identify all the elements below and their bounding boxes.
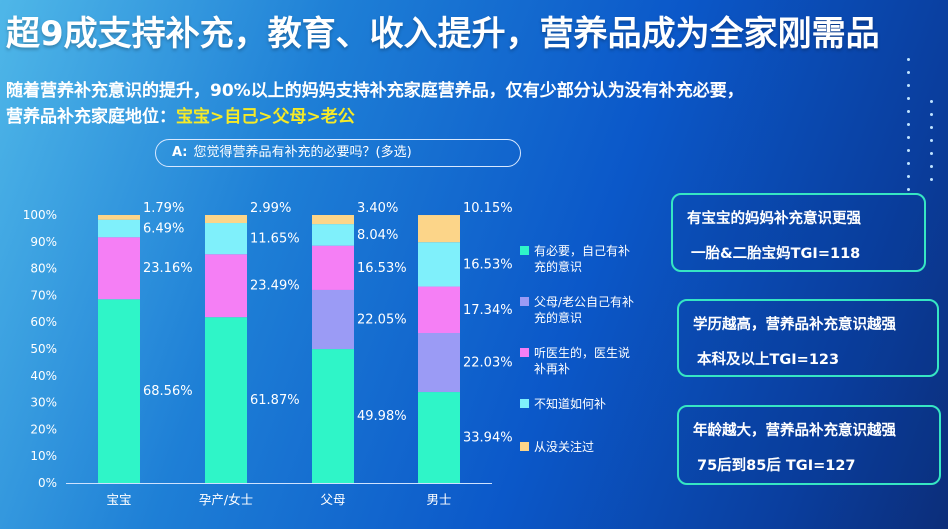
data-label: 1.79% (143, 201, 184, 216)
subtitle-line-1: 随着营养补充意识的提升，90%以上的妈妈支持补充家庭营养品，仅有少部分认为没有补… (6, 81, 744, 101)
bar-segment (312, 349, 354, 483)
insight-detail: 75后到85后 TGI=127 (697, 458, 856, 474)
question-tag: A: (172, 145, 188, 160)
legend-swatch (520, 399, 529, 408)
legend-swatch (520, 348, 529, 357)
insight-detail: 一胎&二胎宝妈TGI=118 (691, 246, 861, 262)
data-label: 16.53% (463, 257, 513, 272)
bar-segment (205, 317, 247, 483)
insight-title: 学历越高，营养品补充意识越强 (693, 317, 896, 333)
bar-segment (98, 237, 140, 300)
question-text: 您觉得营养品有补充的必要吗？(多选) (193, 145, 412, 160)
y-tick-label: 100% (23, 208, 57, 222)
legend-item: 有必要，自己有补 充的意识 (520, 243, 664, 275)
legend-item: 从没关注过 (520, 439, 664, 455)
decor-dots-1 (907, 58, 910, 201)
subtitle-line-2: 营养品补充家庭地位：宝宝>自己>父母>老公 (6, 102, 355, 127)
bar-segment (98, 299, 140, 483)
bar-segment (98, 219, 140, 238)
data-label: 17.34% (463, 303, 513, 318)
data-label: 49.98% (357, 409, 407, 424)
decor-dots-2 (930, 100, 933, 191)
bar-segment (418, 242, 460, 287)
bar-segment (205, 223, 247, 255)
x-tick-label: 父母 (320, 492, 345, 507)
insight-card-age: 年龄越大，营养品补充意识越强 75后到85后 TGI=127 (677, 405, 941, 485)
data-label: 2.99% (250, 201, 291, 216)
data-label: 3.40% (357, 201, 398, 216)
y-tick-label: 50% (30, 342, 57, 356)
y-tick-label: 40% (30, 369, 57, 383)
y-tick-label: 90% (30, 235, 57, 249)
y-tick-label: 70% (30, 288, 57, 302)
data-label: 33.94% (463, 431, 513, 446)
data-label: 11.65% (250, 232, 300, 247)
y-tick-label: 20% (30, 422, 57, 436)
bar-segment (418, 392, 460, 483)
bar-segment (418, 333, 460, 393)
data-label: 8.04% (357, 228, 398, 243)
insight-card-education: 学历越高，营养品补充意识越强 本科及以上TGI=123 (677, 299, 939, 377)
legend-swatch (520, 246, 529, 255)
bar-segment (418, 286, 460, 334)
legend-item: 听医生的，医生说 补再补 (520, 345, 664, 377)
bar-segment (312, 245, 354, 290)
x-tick-label: 男士 (426, 492, 451, 507)
data-label: 10.15% (463, 201, 513, 216)
data-label: 61.87% (250, 393, 300, 408)
data-label: 68.56% (143, 384, 193, 399)
subtitle-highlight: 宝宝>自己>父母>老公 (176, 107, 355, 127)
data-label: 6.49% (143, 221, 184, 236)
insight-detail: 本科及以上TGI=123 (697, 352, 840, 368)
page-title: 超9成支持补充，教育、收入提升，营养品成为全家刚需品 (6, 14, 880, 54)
insight-card-baby: 有宝宝的妈妈补充意识更强 一胎&二胎宝妈TGI=118 (671, 193, 926, 272)
y-tick-label: 10% (30, 449, 57, 463)
bar-segment (418, 215, 460, 243)
insight-title: 有宝宝的妈妈补充意识更强 (687, 211, 861, 227)
legend-swatch (520, 442, 529, 451)
legend-item: 父母/老公自己有补 充的意识 (520, 294, 664, 326)
bar-segment (205, 254, 247, 318)
y-tick-label: 80% (30, 262, 57, 276)
stacked-bar-chart: 0% 10% 20% 30% 40% 50% 60% 70% 80% 90% 100% 68.56% 2… (23, 201, 513, 507)
y-tick-label: 60% (30, 315, 57, 329)
chart-legend: 有必要，自己有补 充的意识 父母/老公自己有补 充的意识 听医生的，医生说 补再补 不… (520, 243, 664, 474)
x-tick-label: 孕产/女士 (199, 492, 253, 507)
insight-title: 年龄越大，营养品补充意识越强 (693, 423, 896, 439)
data-label: 23.16% (143, 261, 193, 276)
data-label: 23.49% (250, 279, 300, 294)
question-box: A: 您觉得营养品有补充的必要吗？(多选) (155, 139, 521, 167)
subtitle-prefix: 营养品补充家庭地位： (6, 107, 176, 127)
bar-segment (312, 215, 354, 225)
legend-item: 不知道如何补 (520, 396, 664, 412)
data-label: 16.53% (357, 261, 407, 276)
legend-swatch (520, 297, 529, 306)
data-label: 22.05% (357, 313, 407, 328)
bar-segment (312, 289, 354, 350)
bar-segment (98, 215, 140, 220)
data-label: 22.03% (463, 356, 513, 371)
y-tick-label: 30% (30, 396, 57, 410)
bar-segment (312, 224, 354, 246)
bar-segment (205, 215, 247, 224)
x-tick-label: 宝宝 (106, 492, 131, 507)
y-tick-label: 0% (38, 476, 57, 490)
